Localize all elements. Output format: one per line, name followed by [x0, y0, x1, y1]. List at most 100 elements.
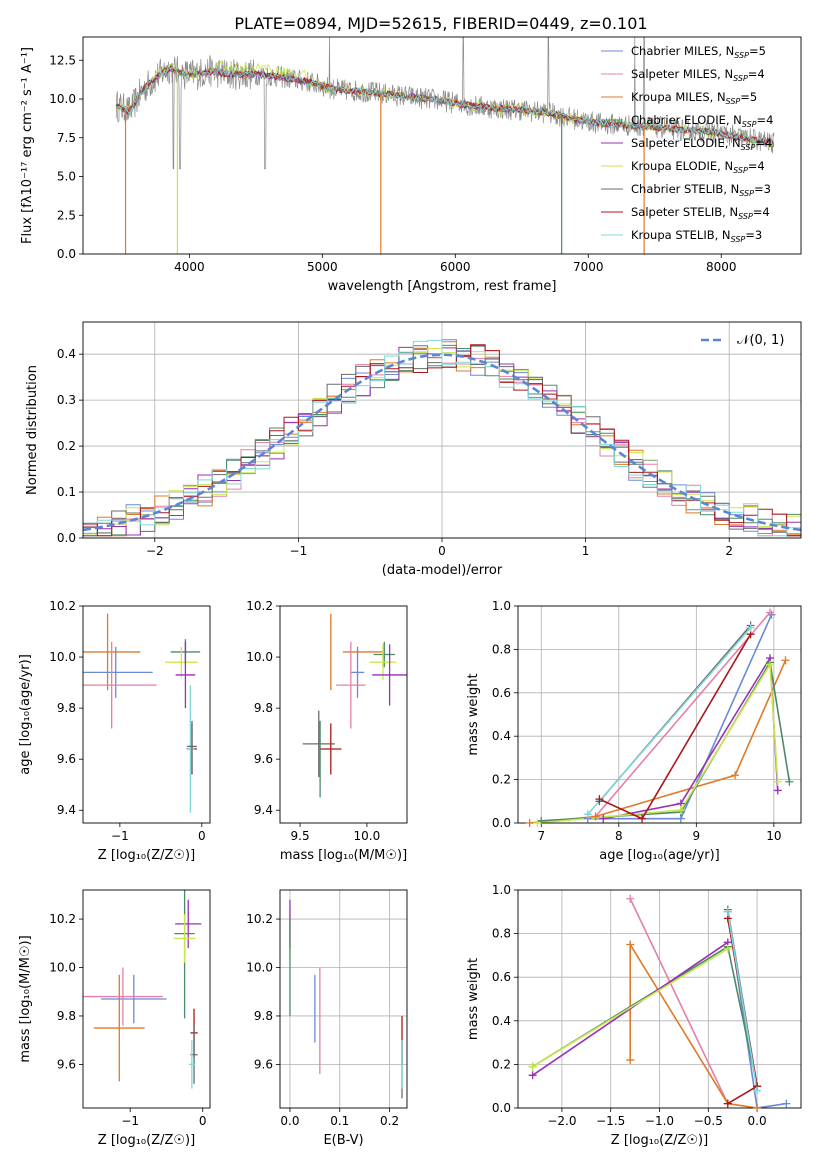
- legend-label: Salpeter MILES, N: [631, 67, 733, 81]
- y-tick-label: 0.8: [492, 927, 511, 941]
- y-tick-label: 9.6: [254, 1057, 273, 1071]
- series-marker: [676, 805, 685, 814]
- y-tick-label: 0.3: [57, 393, 76, 407]
- y-tick-label: 0.1: [57, 485, 76, 499]
- legend-value: =5: [749, 44, 766, 58]
- series-marker: [753, 1104, 762, 1112]
- plot-area: [289, 899, 403, 1099]
- series-marker: [626, 1056, 635, 1065]
- y-tick-label: 0.2: [492, 773, 511, 787]
- series-marker: [773, 786, 782, 795]
- series-marker: [528, 1071, 537, 1080]
- series-marker: [765, 608, 774, 617]
- axes-frame: [82, 889, 211, 1109]
- y-tick-label: 0.2: [57, 439, 76, 453]
- series-line-salpeter_miles: [629, 898, 729, 1104]
- x-axis-label: Z [log₁₀(Z/Z☉)]: [98, 1133, 195, 1148]
- x-tick-label: 0.0: [280, 1114, 299, 1128]
- legend-entry: Salpeter ELODIE, NSSP=4: [631, 136, 772, 152]
- legend-sub: SSP: [738, 212, 753, 221]
- y-axis-label: mass weight: [466, 673, 481, 755]
- y-axis-label: mass weight: [466, 958, 481, 1040]
- y-tick-label: 9.4: [254, 803, 273, 817]
- legend-entry: Kroupa MILES, NSSP=5: [631, 90, 757, 106]
- legend-value: =3: [754, 182, 771, 196]
- series-marker: [528, 1062, 537, 1071]
- y-tick-label: 0.0: [492, 1101, 511, 1115]
- series-marker: [782, 1099, 791, 1108]
- legend-entry: Kroupa STELIB, NSSP=3: [631, 228, 762, 244]
- y-axis-label: age [log₁₀(age/yr)]: [18, 654, 33, 775]
- x-tick-label: 9.5: [291, 829, 310, 843]
- series-marker: [595, 795, 604, 804]
- y-axis-label: Normed distribution: [25, 365, 40, 495]
- series-marker: [723, 907, 732, 916]
- legend-entry: Salpeter STELIB, NSSP=4: [631, 205, 770, 221]
- axes-frame: [82, 36, 802, 255]
- legend-entry: 𝒩(0, 1): [737, 333, 784, 348]
- y-tick-label: 9.8: [57, 701, 76, 715]
- x-tick-label: 1: [582, 544, 590, 558]
- y-tick-label: 10.2: [246, 599, 273, 613]
- legend-entry: Salpeter MILES, NSSP=4: [631, 67, 765, 83]
- plot-area: [83, 339, 801, 537]
- y-tick-label: 0.0: [492, 816, 511, 830]
- plot-area: [532, 898, 787, 1108]
- x-axis-label: wavelength [Angstrom, rest frame]: [328, 279, 557, 294]
- x-tick-label: −2: [146, 544, 164, 558]
- legend-label: Chabrier MILES, N: [631, 44, 734, 58]
- series-marker: [781, 656, 790, 665]
- legend-sub: SSP: [733, 166, 748, 175]
- plot-area: [115, 37, 775, 254]
- series-line-kroupa_miles: [629, 941, 758, 1108]
- x-tick-label: 8000: [706, 260, 737, 274]
- legend-sub: SSP: [726, 97, 741, 106]
- series-marker: [626, 940, 635, 949]
- legend-sub: SSP: [731, 235, 746, 244]
- histogram-chabrier_stelib: [83, 350, 801, 537]
- series-line-kroupa_elodie: [532, 948, 729, 1068]
- series-marker: [753, 1086, 762, 1095]
- chart-weight_vs_age: 7 8 9 10 0.0 0.2 0.4 0.6 0.8 1.0 age [log₁₀(age/yr…: [466, 599, 802, 863]
- series-line-kroupa_stelib: [587, 627, 752, 815]
- series-marker: [626, 894, 635, 903]
- y-tick-label: 0.0: [57, 247, 76, 261]
- legend-value: =4: [748, 159, 765, 173]
- y-tick-label: 5.0: [57, 170, 76, 184]
- y-tick-label: 0.4: [492, 1014, 511, 1028]
- x-tick-label: 10.0: [354, 829, 381, 843]
- legend-label: Kroupa MILES, N: [631, 90, 726, 104]
- series-marker: [731, 771, 740, 780]
- y-tick-label: 10.0: [246, 650, 273, 664]
- axes-frame: [517, 605, 802, 824]
- legend-label: Salpeter STELIB, N: [631, 205, 738, 219]
- y-tick-label: 10.2: [49, 912, 76, 926]
- plot-area: [529, 611, 791, 823]
- legend-value: =4: [755, 136, 772, 150]
- y-tick-label: 0.2: [492, 1057, 511, 1071]
- x-tick-label: 7000: [573, 260, 604, 274]
- series-marker: [638, 814, 647, 823]
- chart-spectrum: 4000 5000 6000 7000 8000 0.0 2.5 5.0 7.5 10.0 12.5…: [20, 36, 802, 294]
- model-spectrum-chabrier_stelib: [115, 66, 775, 148]
- model-spectrum-kroupa_stelib: [115, 64, 774, 147]
- x-tick-label: 2: [725, 544, 733, 558]
- x-axis-label: Z [log₁₀(Z/Z☉)]: [611, 1133, 708, 1148]
- legend-value: =4: [757, 113, 774, 127]
- legend-label: Kroupa ELODIE, N: [631, 159, 733, 173]
- x-tick-label: 0.2: [380, 1114, 399, 1128]
- plots-layer: 4000 5000 6000 7000 80000.02.55.07.510.012.5…: [18, 36, 802, 1148]
- y-tick-label: 10.0: [246, 961, 273, 975]
- y-tick-label: 9.8: [254, 701, 273, 715]
- series-marker: [785, 777, 794, 786]
- x-tick-label: −1: [111, 829, 129, 843]
- x-axis-label: mass [log₁₀(M/M☉)]: [280, 848, 407, 863]
- axes-frame: [82, 321, 802, 539]
- chart-age_vs_Z: −1 0 9.4 9.6 9.8 10.0 10.2 Z [log₁₀(Z/Z☉)] age […: [18, 599, 211, 863]
- x-axis-label: (data-model)/error: [382, 563, 503, 578]
- x-tick-label: 5000: [307, 260, 338, 274]
- chart-residual_hist: −2 −1 0 1 2 0.0 0.1 0.2 0.3 0.4 (data-model)/error…: [25, 321, 802, 578]
- chart-mass_vs_Z: −1 0 9.6 9.8 10.0 10.2 Z [log₁₀(Z/Z☉)] mass [lo…: [18, 889, 211, 1148]
- plot-area: [83, 890, 202, 1089]
- x-axis-label: E(B-V): [323, 1133, 363, 1148]
